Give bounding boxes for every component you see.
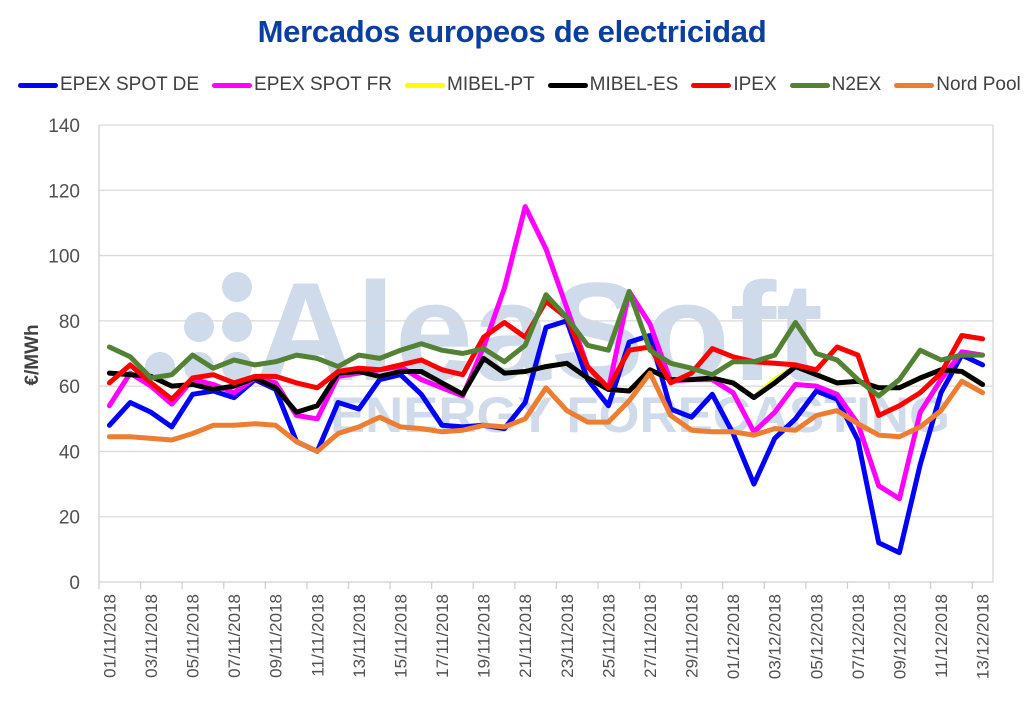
series-line-nord-pool [106, 370, 986, 454]
legend-label: IPEX [733, 74, 777, 95]
x-tick-label: 19/11/2018 [475, 594, 494, 678]
x-tick-label: 01/12/2018 [724, 594, 743, 679]
legend-swatch [212, 82, 253, 88]
series-line-n2ex [106, 289, 986, 399]
y-tick-label: 80 [59, 312, 80, 333]
x-tick-label: 11/11/2018 [308, 594, 327, 677]
y-tick-label: 60 [59, 377, 80, 398]
legend-label: Nord Pool [936, 74, 1021, 95]
y-tick-label: 20 [59, 508, 80, 529]
legend-label: EPEX SPOT FR [254, 74, 392, 95]
gridlines [99, 124, 993, 518]
legend-item-mibel-es: MIBEL-ES [547, 74, 679, 96]
axes [98, 125, 994, 589]
x-tick-label: 11/12/2018 [932, 594, 951, 678]
y-axis-tick-labels: 0 20 40 60 80 100 120 140 [48, 116, 80, 594]
legend-item-mibel-pt: MIBEL-PT [405, 74, 535, 96]
x-tick-label: 03/12/2018 [766, 594, 785, 679]
x-tick-label: 13/12/2018 [974, 594, 993, 679]
legend-swatch [547, 82, 588, 88]
x-tick-label: 21/11/2018 [516, 594, 535, 678]
x-tick-label: 01/11/2018 [100, 594, 119, 678]
x-tick-label: 15/11/2018 [391, 594, 410, 678]
legend: EPEX SPOT DE EPEX SPOT FR MIBEL-PT MIBEL-ES… [18, 74, 1024, 96]
watermark-logo-dot [222, 272, 252, 302]
legend-label: N2EX [831, 74, 882, 95]
x-tick-label: 09/11/2018 [267, 594, 286, 678]
legend-swatch [789, 82, 830, 88]
y-tick-label: 140 [48, 116, 80, 137]
x-tick-label: 07/12/2018 [849, 594, 868, 679]
legend-swatch [405, 82, 445, 88]
legend-label: MIBEL-ES [589, 74, 679, 95]
x-tick-label: 03/11/2018 [142, 594, 161, 678]
x-tick-label: 13/11/2018 [350, 594, 369, 678]
legend-swatch [894, 82, 935, 88]
y-tick-label: 40 [59, 442, 80, 463]
x-tick-label: 05/12/2018 [807, 594, 826, 679]
y-tick-label: 120 [48, 181, 80, 202]
x-axis-tick-labels: 01/11/2018 03/11/2018 05/11/2018 07/11/2018… [100, 594, 992, 679]
legend-label: EPEX SPOT DE [60, 74, 200, 95]
x-tick-label: 17/11/2018 [433, 594, 452, 678]
legend-label: MIBEL-PT [447, 74, 535, 95]
x-tick-label: 09/12/2018 [890, 594, 909, 679]
x-tick-label: 07/11/2018 [225, 594, 244, 678]
x-tick-label: 23/11/2018 [558, 594, 577, 678]
legend-item-epex-spot-fr: EPEX SPOT FR [212, 74, 392, 96]
legend-item-nord-pool: Nord Pool [894, 74, 1021, 96]
watermark-logo-dot [184, 312, 214, 342]
legend-item-epex-spot-de: EPEX SPOT DE [18, 74, 199, 96]
watermark-logo-dot [222, 312, 252, 342]
y-tick-label: 0 [69, 573, 80, 594]
x-tick-label: 05/11/2018 [184, 594, 203, 678]
chart-title: Mercados europeos de electricidad [257, 14, 767, 49]
y-tick-label: 100 [48, 247, 80, 268]
x-tick-label: 29/11/2018 [683, 594, 702, 678]
legend-item-n2ex: N2EX [789, 74, 882, 96]
series-line-ipex [106, 298, 986, 418]
series-lines [106, 204, 986, 556]
legend-swatch [18, 82, 58, 88]
x-tick-label: 27/11/2018 [641, 594, 660, 678]
legend-item-ipex: IPEX [691, 74, 777, 96]
x-tick-label: 25/11/2018 [599, 594, 618, 678]
y-axis-title: €/MWh [22, 324, 43, 385]
legend-swatch [691, 82, 732, 88]
